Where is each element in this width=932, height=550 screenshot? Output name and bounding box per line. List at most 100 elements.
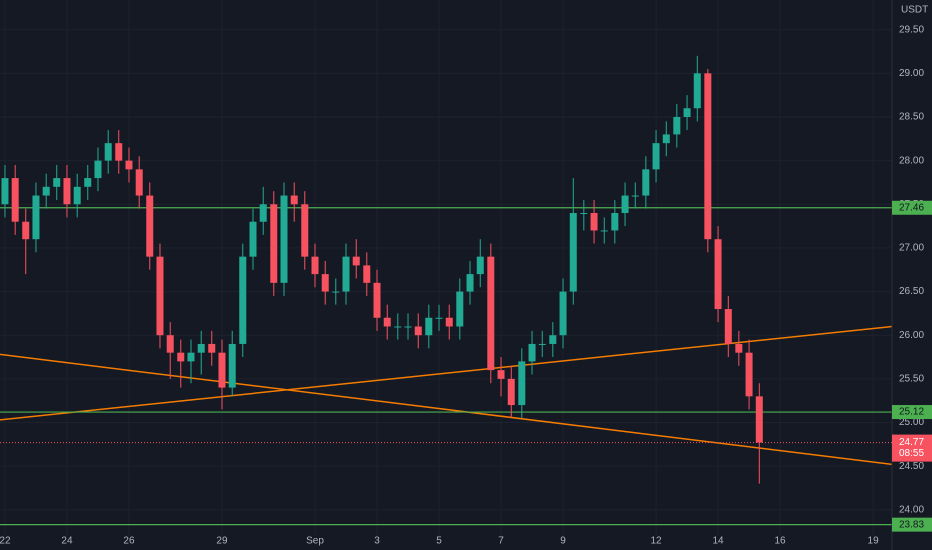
candle-body bbox=[425, 317, 433, 336]
candle-body bbox=[704, 73, 712, 240]
y-tick-label: 27.00 bbox=[899, 243, 924, 254]
candle-body bbox=[53, 178, 61, 187]
x-tick-label: Sep bbox=[306, 536, 324, 547]
candle-body bbox=[208, 343, 216, 353]
candle-body bbox=[394, 326, 402, 328]
y-tick-label: 24.00 bbox=[899, 504, 924, 515]
x-tick-label: 29 bbox=[216, 536, 228, 547]
candle-body bbox=[611, 213, 619, 231]
candle-body bbox=[228, 343, 236, 388]
price-label-box bbox=[892, 405, 932, 420]
candle-body bbox=[156, 256, 164, 336]
candle-body bbox=[321, 274, 329, 292]
x-tick-label: 14 bbox=[713, 536, 725, 547]
candle-body bbox=[104, 143, 112, 161]
candle-body bbox=[290, 195, 298, 205]
candle-body bbox=[301, 204, 309, 257]
x-tick-label: 24 bbox=[61, 536, 73, 547]
candle-body bbox=[466, 274, 474, 292]
candle-body bbox=[745, 352, 753, 397]
y-tick-label: 28.50 bbox=[899, 112, 924, 123]
trend-line bbox=[0, 353, 893, 466]
price-label: 25.12 bbox=[899, 407, 924, 418]
x-tick-label: 12 bbox=[650, 536, 662, 547]
candle-body bbox=[518, 361, 526, 406]
trend-line bbox=[0, 325, 893, 421]
candle-body bbox=[476, 256, 484, 275]
candle-body bbox=[445, 317, 453, 327]
candle-body bbox=[239, 256, 247, 344]
candle-body bbox=[683, 108, 691, 117]
candle-body bbox=[507, 378, 515, 406]
candle-body bbox=[414, 326, 422, 336]
candle-body bbox=[177, 352, 185, 362]
candle-body bbox=[735, 343, 743, 353]
candle-body bbox=[311, 256, 319, 275]
y-tick-label: 28.00 bbox=[899, 155, 924, 166]
candle-body bbox=[569, 213, 577, 292]
candle-body bbox=[755, 396, 763, 443]
candle-body bbox=[662, 134, 670, 144]
candle-body bbox=[600, 230, 608, 232]
candle-body bbox=[373, 282, 381, 318]
candle-body bbox=[270, 204, 278, 283]
x-tick-label: 5 bbox=[436, 536, 442, 547]
candle-body bbox=[135, 169, 143, 196]
candle-body bbox=[332, 291, 340, 293]
y-tick-label: 26.50 bbox=[899, 286, 924, 297]
candle-body bbox=[673, 116, 681, 135]
currency-label: USDT bbox=[901, 5, 928, 16]
candle-body bbox=[497, 370, 505, 379]
candle-body bbox=[631, 195, 639, 197]
x-tick-label: 26 bbox=[123, 536, 135, 547]
price-label: 23.83 bbox=[899, 519, 924, 530]
countdown-label: 08:55 bbox=[899, 448, 924, 459]
candle-body bbox=[94, 160, 102, 179]
candle-body bbox=[22, 221, 30, 240]
candle-body bbox=[1, 178, 9, 205]
candle-body bbox=[352, 256, 360, 266]
candle-body bbox=[404, 326, 412, 328]
candle-body bbox=[115, 143, 123, 161]
candle-body bbox=[73, 186, 81, 205]
x-tick-label: 16 bbox=[775, 536, 787, 547]
y-tick-label: 29.50 bbox=[899, 24, 924, 35]
candle-body bbox=[11, 178, 19, 222]
x-tick-label: 9 bbox=[560, 536, 566, 547]
last-price-label: 24.77 bbox=[899, 437, 924, 448]
candle-body bbox=[621, 195, 629, 214]
x-tick-label: 7 bbox=[498, 536, 504, 547]
x-tick-label: 3 bbox=[374, 536, 380, 547]
candle-body bbox=[652, 143, 660, 170]
last-price-box bbox=[892, 434, 932, 462]
candle-body bbox=[218, 352, 226, 388]
candle-body bbox=[280, 195, 288, 283]
candle-body bbox=[714, 239, 722, 310]
y-tick-label: 25.00 bbox=[899, 417, 924, 428]
candle-body bbox=[42, 186, 50, 196]
candle-body bbox=[197, 343, 205, 353]
y-tick-label: 25.50 bbox=[899, 374, 924, 385]
candle-body bbox=[259, 204, 267, 222]
candle-body bbox=[456, 291, 464, 327]
candle-body bbox=[693, 73, 701, 109]
candle-body bbox=[84, 178, 92, 187]
candle-body bbox=[590, 213, 598, 231]
candle-body bbox=[125, 160, 133, 170]
candle-body bbox=[249, 221, 257, 257]
candle-body bbox=[559, 291, 567, 336]
price-label-box bbox=[892, 517, 932, 532]
y-tick-label: 26.00 bbox=[899, 330, 924, 341]
candle-body bbox=[32, 195, 40, 240]
price-label-box bbox=[892, 200, 932, 215]
candle-body bbox=[528, 343, 536, 362]
candle-body bbox=[166, 335, 174, 353]
candle-body bbox=[642, 169, 650, 196]
candle-body bbox=[342, 256, 350, 292]
candle-body bbox=[487, 256, 495, 371]
candle-body bbox=[435, 317, 443, 319]
candle-body bbox=[724, 309, 732, 344]
candle-body bbox=[549, 335, 557, 344]
